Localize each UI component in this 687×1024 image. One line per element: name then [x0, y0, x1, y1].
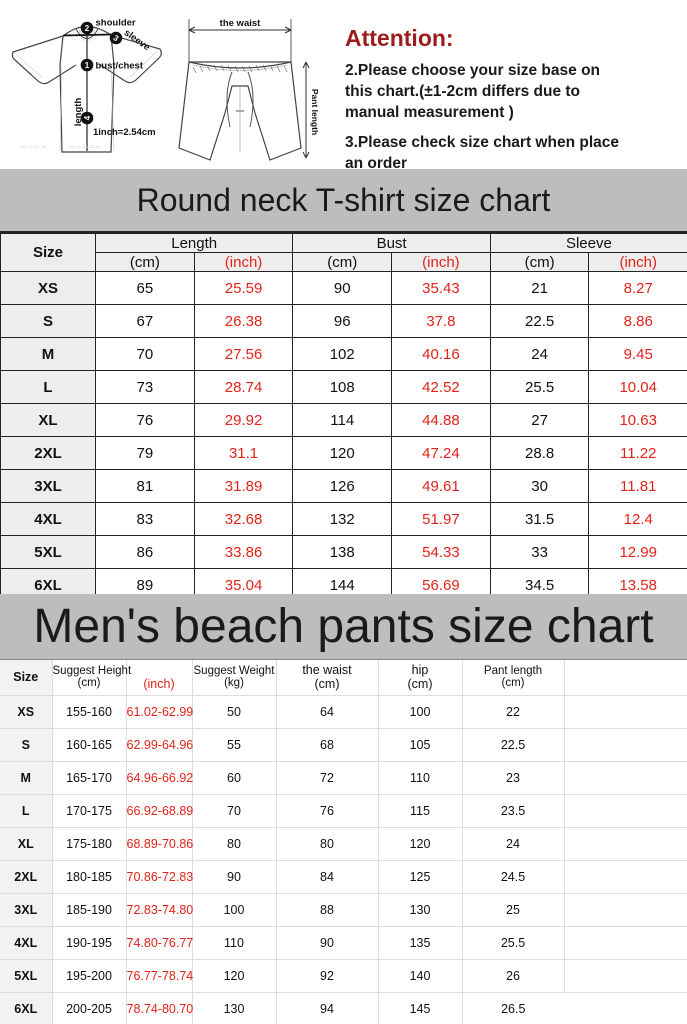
- svg-text:the waist: the waist: [220, 18, 261, 29]
- svg-text:sleeve: sleeve: [122, 27, 152, 53]
- svg-text:2: 2: [85, 24, 90, 33]
- svg-text:1: 1: [85, 61, 90, 70]
- svg-text:S M L XL 2XL 3XL: S M L XL 2XL 3XL: [20, 145, 47, 149]
- svg-text:Pant length: Pant length: [310, 89, 320, 135]
- svg-text:shoulder: shoulder: [96, 18, 136, 29]
- svg-text:S M L XL 2XL 3XL 4XL: S M L XL 2XL 3XL 4XL: [68, 145, 102, 149]
- svg-text:1inch=2.54cm: 1inch=2.54cm: [93, 127, 156, 138]
- svg-text:bust/chest: bust/chest: [96, 61, 144, 72]
- svg-text:4: 4: [83, 115, 92, 120]
- svg-text:length: length: [73, 98, 84, 127]
